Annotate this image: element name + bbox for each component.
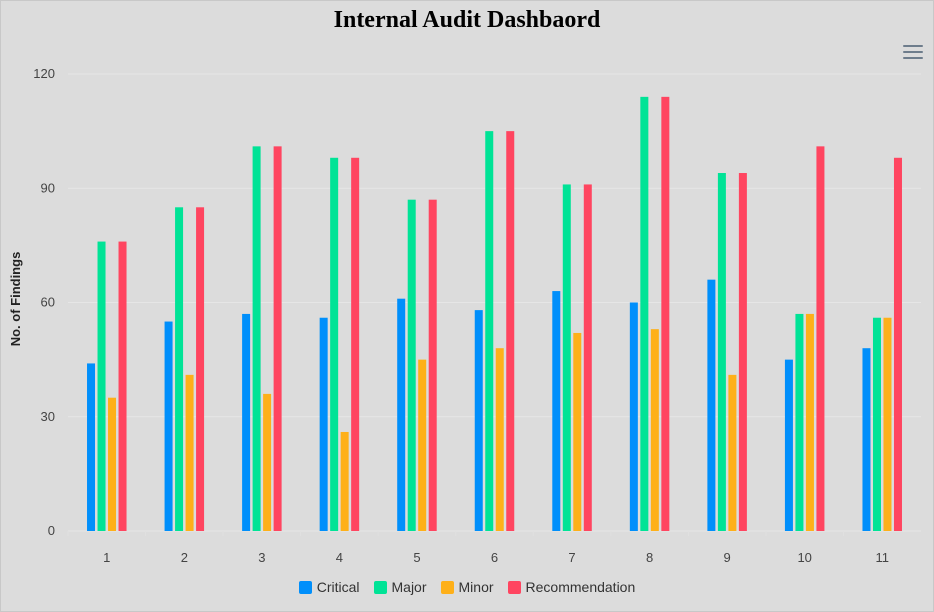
bar-recommendation-11[interactable] (893, 157, 902, 532)
legend-swatch (373, 580, 387, 594)
bar-minor-6[interactable] (495, 348, 504, 531)
bar-recommendation-10[interactable] (816, 146, 825, 531)
bar-critical-3[interactable] (242, 313, 251, 531)
bar-minor-1[interactable] (108, 397, 117, 531)
bar-critical-1[interactable] (87, 363, 96, 531)
y-tick-label: 30 (41, 409, 55, 424)
bar-minor-5[interactable] (418, 359, 427, 531)
bar-major-8[interactable] (640, 96, 649, 531)
y-axis-ticks: 0 30 60 90 120 (33, 66, 55, 538)
bar-critical-2[interactable] (164, 321, 173, 531)
bar-major-9[interactable] (717, 173, 726, 531)
bar-recommendation-9[interactable] (738, 173, 747, 531)
x-tick-label: 6 (491, 550, 498, 565)
bar-critical-11[interactable] (862, 348, 871, 531)
bar-minor-4[interactable] (340, 431, 349, 531)
hamburger-menu-icon[interactable] (903, 45, 923, 59)
bar-critical-6[interactable] (474, 310, 483, 531)
legend-label: Critical (316, 579, 360, 595)
y-tick-label: 90 (41, 180, 55, 195)
bar-recommendation-4[interactable] (351, 157, 360, 532)
bar-recommendation-8[interactable] (661, 96, 670, 531)
bar-critical-5[interactable] (397, 298, 406, 531)
chart-legend: Critical Major Minor Recommendation (1, 579, 933, 595)
legend-item-minor[interactable]: Minor (440, 579, 494, 595)
gridlines (68, 73, 921, 532)
bar-recommendation-5[interactable] (428, 199, 437, 532)
bar-minor-8[interactable] (650, 329, 659, 531)
y-tick-label: 120 (33, 66, 55, 81)
bar-recommendation-7[interactable] (583, 184, 592, 532)
bar-critical-9[interactable] (707, 279, 716, 531)
bar-critical-4[interactable] (319, 317, 328, 531)
x-tick-label: 3 (258, 550, 265, 565)
legend-swatch (298, 580, 312, 594)
x-tick-label: 11 (875, 550, 889, 565)
bar-minor-11[interactable] (883, 317, 892, 531)
bar-minor-7[interactable] (573, 332, 582, 531)
x-tick-label: 2 (181, 550, 188, 565)
bar-recommendation-6[interactable] (506, 131, 515, 531)
bars (87, 96, 902, 532)
legend-item-major[interactable]: Major (373, 579, 427, 595)
bar-critical-10[interactable] (784, 359, 793, 531)
legend-label: Recommendation (525, 579, 636, 595)
legend-label: Major (391, 579, 427, 595)
x-tick-label: 5 (413, 550, 420, 565)
x-tick-label: 9 (724, 550, 731, 565)
bar-major-2[interactable] (175, 207, 184, 531)
y-axis-label: No. of Findings (8, 252, 23, 347)
bar-major-10[interactable] (795, 313, 804, 531)
chart-title: Internal Audit Dashbaord (333, 7, 601, 33)
bar-critical-7[interactable] (552, 291, 561, 531)
bar-major-5[interactable] (407, 199, 416, 532)
bar-critical-8[interactable] (629, 302, 638, 532)
bar-major-11[interactable] (872, 317, 881, 531)
bar-major-4[interactable] (330, 157, 339, 532)
bar-major-7[interactable] (562, 184, 571, 532)
bar-minor-10[interactable] (805, 313, 814, 531)
y-tick-label: 0 (48, 523, 55, 538)
legend-swatch (507, 580, 521, 594)
bar-minor-9[interactable] (728, 374, 737, 531)
bar-major-1[interactable] (97, 241, 106, 532)
x-tick-label: 4 (336, 550, 343, 565)
bar-recommendation-1[interactable] (118, 241, 127, 532)
legend-item-critical[interactable]: Critical (298, 579, 360, 595)
y-tick-label: 60 (41, 295, 55, 310)
x-tick-label: 1 (103, 550, 110, 565)
bar-minor-2[interactable] (185, 374, 194, 531)
x-tick-label: 8 (646, 550, 653, 565)
legend-label: Minor (458, 579, 494, 595)
bar-recommendation-2[interactable] (196, 207, 205, 531)
bar-minor-3[interactable] (263, 393, 272, 531)
bar-major-6[interactable] (485, 131, 494, 531)
legend-swatch (440, 580, 454, 594)
bar-major-3[interactable] (252, 146, 261, 531)
x-tick-label: 10 (797, 550, 811, 565)
x-tick-label: 7 (568, 550, 575, 565)
bar-recommendation-3[interactable] (273, 146, 282, 531)
x-axis-ticks: 1 2 3 4 5 6 7 8 9 10 11 (67, 531, 889, 565)
legend-item-recommendation[interactable]: Recommendation (507, 579, 636, 595)
